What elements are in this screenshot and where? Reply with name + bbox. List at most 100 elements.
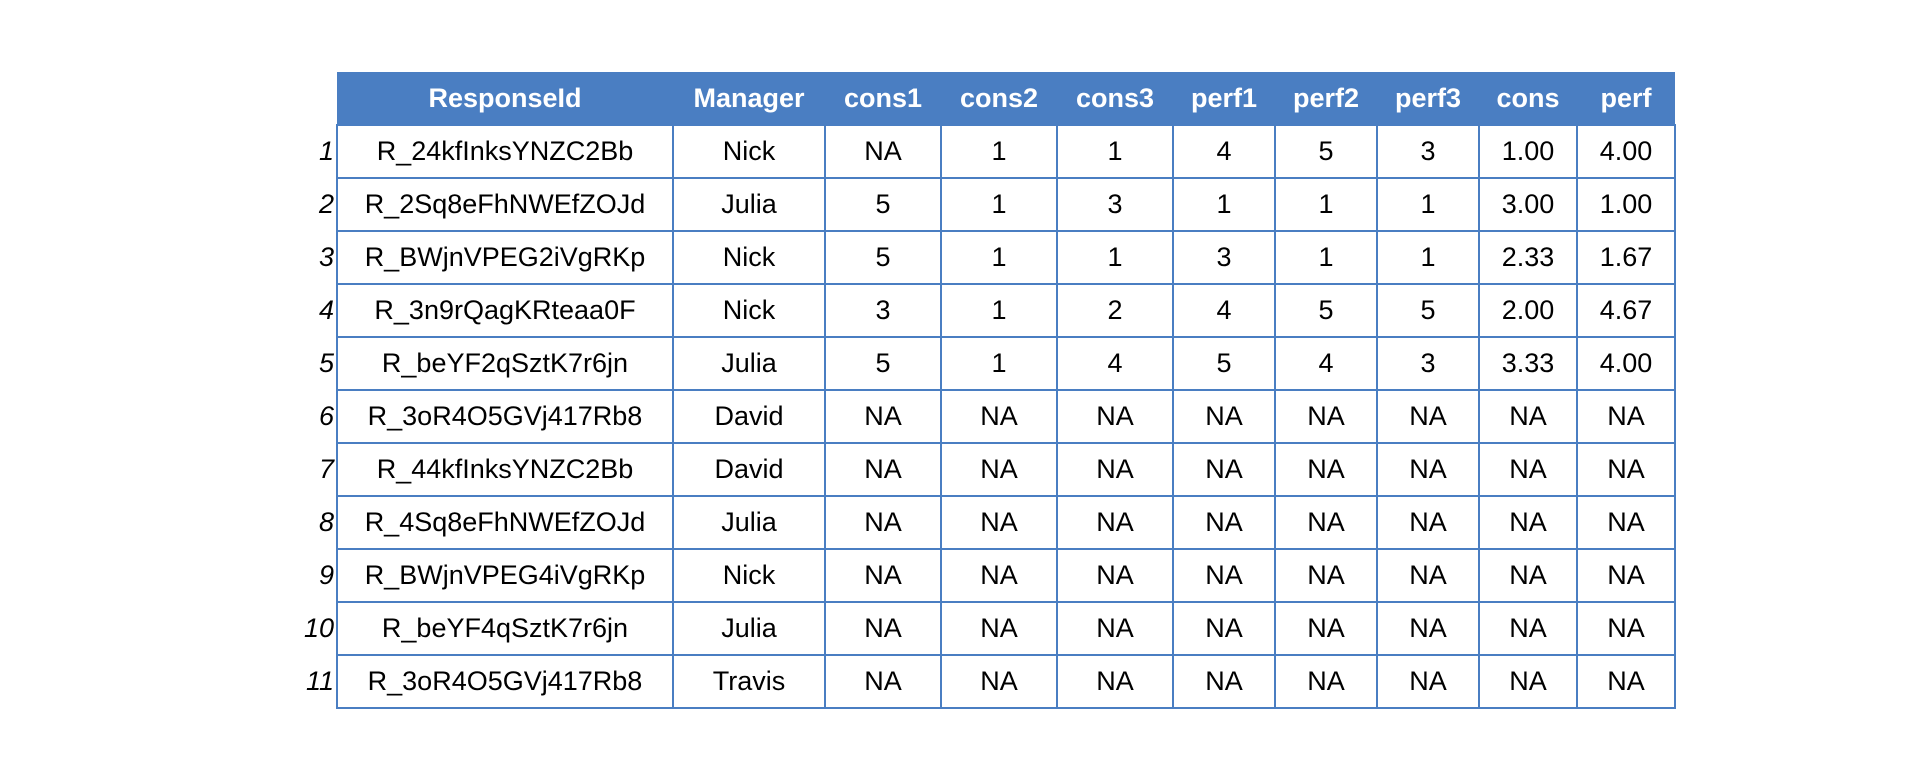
table-cell: R_BWjnVPEG4iVgRKp (336, 548, 674, 603)
table-cell: Nick (672, 283, 826, 338)
table-cell: NA (824, 601, 942, 656)
table-cell: NA (1376, 442, 1480, 497)
table-row: 6 R_3oR4O5GVj417Rb8 David NA NA NA NA NA NA NA NA (300, 389, 1676, 444)
table-cell: NA (1376, 548, 1480, 603)
row-number: 10 (300, 602, 338, 655)
table-cell: NA (1172, 495, 1276, 550)
table-cell: 1 (1274, 230, 1378, 285)
table-row: 11 R_3oR4O5GVj417Rb8 Travis NA NA NA NA NA NA NA N… (300, 654, 1676, 709)
table-cell: 5 (824, 177, 942, 232)
table-cell: NA (1274, 601, 1378, 656)
row-number: 1 (300, 125, 338, 178)
table-row: 9 R_BWjnVPEG4iVgRKp Nick NA NA NA NA NA NA NA NA (300, 548, 1676, 603)
table-cell: NA (1478, 548, 1578, 603)
table-cell: NA (1576, 548, 1676, 603)
column-header: perf1 (1173, 72, 1275, 125)
table-cell: NA (1576, 442, 1676, 497)
table-cell: R_2Sq8eFhNWEfZOJd (336, 177, 674, 232)
table-cell: Travis (672, 654, 826, 709)
table-cell: R_3n9rQagKRteaa0F (336, 283, 674, 338)
table-cell: NA (824, 548, 942, 603)
table-cell: NA (940, 548, 1058, 603)
table-cell: 4 (1056, 336, 1174, 391)
table-cell: 5 (1172, 336, 1276, 391)
table-cell: 1 (1172, 177, 1276, 232)
table-cell: 4 (1172, 124, 1276, 179)
table-cell: NA (1056, 548, 1174, 603)
data-table-container: ResponseId Manager cons1 cons2 cons3 per… (300, 72, 1676, 709)
table-cell: NA (1478, 389, 1578, 444)
table-cell: 1 (1056, 124, 1174, 179)
table-row: 4 R_3n9rQagKRteaa0F Nick 3 1 2 4 5 5 2.00 4.67 (300, 283, 1676, 338)
table-cell: Nick (672, 548, 826, 603)
row-number: 5 (300, 337, 338, 390)
table-cell: 1.00 (1576, 177, 1676, 232)
table-cell: NA (824, 389, 942, 444)
table-cell: NA (1056, 495, 1174, 550)
table-body: 1 R_24kfInksYNZC2Bb Nick NA 1 1 4 5 3 1.00 4.00 2 R_… (300, 124, 1676, 709)
table-cell: NA (824, 124, 942, 179)
table-cell: NA (1478, 654, 1578, 709)
table-cell: NA (1274, 389, 1378, 444)
table-cell: 3 (1172, 230, 1276, 285)
table-cell: NA (1172, 654, 1276, 709)
table-cell: 1 (1274, 177, 1378, 232)
table-cell: 4.00 (1576, 124, 1676, 179)
table-row: 3 R_BWjnVPEG2iVgRKp Nick 5 1 1 3 1 1 2.33 1.67 (300, 230, 1676, 285)
column-header: perf3 (1377, 72, 1479, 125)
table-cell: NA (1274, 442, 1378, 497)
table-cell: 5 (1274, 124, 1378, 179)
row-number: 8 (300, 496, 338, 549)
table-cell: 1 (940, 230, 1058, 285)
table-cell: NA (940, 601, 1058, 656)
table-cell: 4 (1172, 283, 1276, 338)
table-cell: 5 (1376, 283, 1480, 338)
column-header: Manager (673, 72, 825, 125)
table-cell: 5 (824, 230, 942, 285)
table-cell: NA (1376, 389, 1480, 444)
table-cell: 1 (1056, 230, 1174, 285)
table-cell: NA (1274, 495, 1378, 550)
table-cell: 1 (940, 283, 1058, 338)
table-cell: NA (940, 389, 1058, 444)
table-cell: NA (1576, 389, 1676, 444)
table-cell: NA (824, 495, 942, 550)
table-cell: 1 (940, 177, 1058, 232)
table-cell: Julia (672, 336, 826, 391)
table-cell: R_3oR4O5GVj417Rb8 (336, 389, 674, 444)
table-cell: NA (824, 654, 942, 709)
table-cell: David (672, 389, 826, 444)
table-cell: R_beYF2qSztK7r6jn (336, 336, 674, 391)
table-cell: NA (1172, 601, 1276, 656)
table-cell: 3 (824, 283, 942, 338)
table-cell: 1 (1376, 177, 1480, 232)
table-cell: Nick (672, 230, 826, 285)
table-cell: NA (1376, 601, 1480, 656)
column-header: ResponseId (337, 72, 673, 125)
table-cell: 3.00 (1478, 177, 1578, 232)
table-cell: Julia (672, 177, 826, 232)
rownum-header (300, 72, 337, 125)
table-cell: NA (940, 654, 1058, 709)
table-cell: 4 (1274, 336, 1378, 391)
column-header: cons3 (1057, 72, 1173, 125)
column-header: cons2 (941, 72, 1057, 125)
table-cell: Julia (672, 601, 826, 656)
column-header: cons1 (825, 72, 941, 125)
table-cell: NA (1478, 442, 1578, 497)
row-number: 7 (300, 443, 338, 496)
table-cell: NA (1274, 548, 1378, 603)
table-cell: NA (1478, 601, 1578, 656)
table-cell: R_44kfInksYNZC2Bb (336, 442, 674, 497)
table-cell: 5 (1274, 283, 1378, 338)
column-header: perf (1577, 72, 1675, 125)
table-cell: 3 (1056, 177, 1174, 232)
table-cell: NA (1576, 654, 1676, 709)
row-number: 6 (300, 390, 338, 443)
table-cell: NA (824, 442, 942, 497)
table-cell: NA (940, 442, 1058, 497)
table-cell: NA (1376, 654, 1480, 709)
table-cell: Julia (672, 495, 826, 550)
table-cell: 3 (1376, 336, 1480, 391)
table-cell: 3.33 (1478, 336, 1578, 391)
